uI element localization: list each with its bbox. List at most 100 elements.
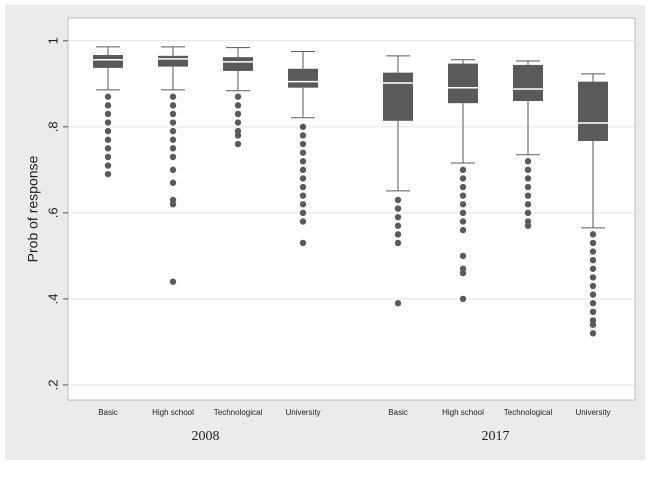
outlier xyxy=(394,231,402,238)
outlier xyxy=(589,239,597,247)
outlier xyxy=(589,274,597,281)
outlier xyxy=(299,201,307,208)
outlier xyxy=(169,119,177,126)
outlier xyxy=(524,192,532,199)
box xyxy=(513,64,543,102)
outlier xyxy=(394,196,402,204)
outlier xyxy=(299,209,307,217)
outlier xyxy=(169,166,177,174)
outlier xyxy=(234,132,242,139)
outlier xyxy=(589,300,597,307)
x-tick-label: Technological xyxy=(214,408,263,417)
x-tick-label: High school xyxy=(442,408,484,417)
outlier xyxy=(459,209,467,217)
box xyxy=(93,54,123,68)
outlier xyxy=(104,145,112,152)
outlier xyxy=(299,166,307,174)
outlier xyxy=(459,192,467,199)
outlier xyxy=(299,239,307,247)
x-tick-label: Technological xyxy=(504,408,553,417)
outlier xyxy=(524,183,532,191)
outlier xyxy=(524,175,532,182)
outlier xyxy=(459,166,467,174)
box xyxy=(288,68,318,88)
outlier xyxy=(299,132,307,139)
outlier xyxy=(524,158,532,165)
outlier xyxy=(104,170,112,178)
outlier xyxy=(589,282,597,290)
outlier xyxy=(459,226,467,234)
outlier xyxy=(234,102,242,109)
outlier xyxy=(459,183,467,191)
outlier xyxy=(169,127,177,135)
outlier xyxy=(299,175,307,182)
outlier xyxy=(459,252,467,260)
outlier xyxy=(524,201,532,208)
outlier xyxy=(169,201,177,208)
outlier xyxy=(589,231,597,238)
outlier xyxy=(169,93,177,100)
outlier xyxy=(459,295,467,303)
outlier xyxy=(104,136,112,143)
y-tick-label: .8 xyxy=(45,121,60,132)
outlier xyxy=(299,149,307,156)
outlier xyxy=(234,93,242,100)
outlier xyxy=(524,166,532,174)
outlier xyxy=(299,123,307,131)
outlier xyxy=(169,145,177,152)
y-axis-title: Prob of response xyxy=(25,155,41,262)
y-tick-label: .2 xyxy=(45,380,60,391)
box xyxy=(158,55,188,67)
outlier xyxy=(299,158,307,165)
outlier xyxy=(234,119,242,126)
outlier xyxy=(394,205,402,212)
outlier xyxy=(589,248,597,255)
outlier xyxy=(589,321,597,328)
outlier xyxy=(394,239,402,247)
x-tick-label: University xyxy=(575,408,610,417)
outlier xyxy=(299,183,307,191)
outlier xyxy=(104,119,112,126)
outlier xyxy=(104,93,112,100)
outlier xyxy=(394,213,402,221)
box xyxy=(383,72,413,121)
outlier xyxy=(589,308,597,316)
outlier xyxy=(169,110,177,118)
outlier xyxy=(169,136,177,143)
outlier xyxy=(234,140,242,148)
outlier xyxy=(459,269,467,277)
outlier xyxy=(104,102,112,109)
outlier xyxy=(299,192,307,199)
group-label: 2008 xyxy=(192,429,220,444)
outlier xyxy=(104,153,112,161)
outlier xyxy=(394,222,402,229)
box xyxy=(223,57,253,71)
outlier xyxy=(299,140,307,148)
outlier xyxy=(234,110,242,118)
outlier xyxy=(169,278,177,285)
y-tick-label: 1 xyxy=(45,37,60,44)
box xyxy=(578,81,608,142)
outlier xyxy=(459,218,467,225)
x-tick-label: High school xyxy=(152,408,194,417)
outlier xyxy=(524,209,532,217)
outlier xyxy=(589,265,597,272)
outlier xyxy=(104,162,112,169)
y-tick-label: .4 xyxy=(45,293,60,304)
outlier xyxy=(104,110,112,118)
x-tick-label: University xyxy=(285,408,320,417)
outlier xyxy=(459,175,467,182)
group-label: 2017 xyxy=(482,429,510,444)
outlier xyxy=(299,218,307,225)
outlier xyxy=(459,201,467,208)
outlier xyxy=(169,179,177,186)
outlier xyxy=(394,300,402,307)
outlier xyxy=(524,222,532,229)
outlier xyxy=(169,102,177,109)
x-tick-label: Basic xyxy=(388,408,408,417)
outlier xyxy=(589,330,597,337)
plot-area xyxy=(67,17,636,401)
outlier xyxy=(169,153,177,161)
